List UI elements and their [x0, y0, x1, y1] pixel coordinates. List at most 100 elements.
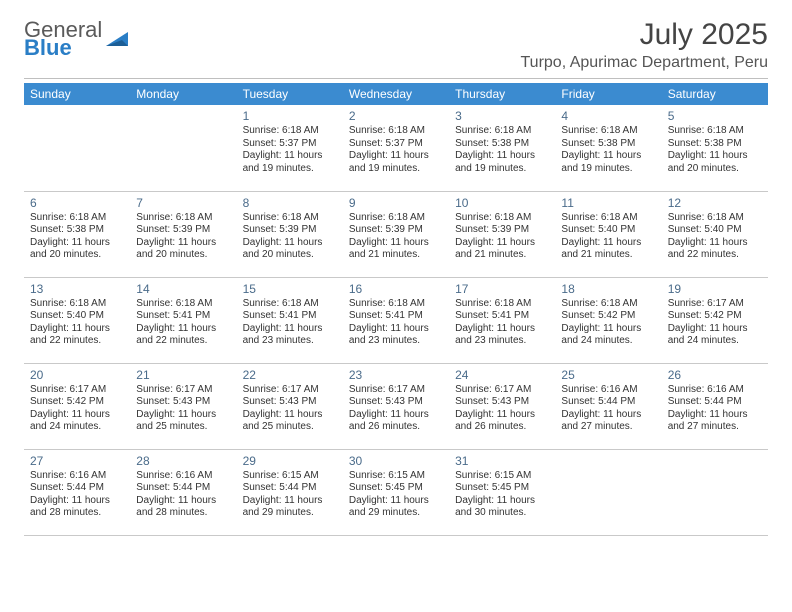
- day-details: Sunrise: 6:16 AMSunset: 5:44 PMDaylight:…: [668, 384, 762, 434]
- day-number: 18: [561, 282, 655, 296]
- day-cell-4: 4Sunrise: 6:18 AMSunset: 5:38 PMDaylight…: [555, 105, 661, 191]
- day-number: 1: [243, 109, 337, 123]
- day-cell-12: 12Sunrise: 6:18 AMSunset: 5:40 PMDayligh…: [662, 191, 768, 277]
- day-number: 19: [668, 282, 762, 296]
- brand-triangle-icon: [106, 30, 132, 53]
- day-number: 29: [243, 454, 337, 468]
- day-cell-22: 22 Sunrise: 6:17 AMSunset: 5:43 PMDayligh…: [237, 363, 343, 449]
- day-cell-2: 2 Sunrise: 6:18 AMSunset: 5:37 PMDaylight…: [343, 105, 449, 191]
- day-cell-21: 21Sunrise: 6:17 AMSunset: 5:43 PMDayligh…: [130, 363, 236, 449]
- day-number: 31: [455, 454, 549, 468]
- weekday-sunday: Sunday: [24, 83, 130, 105]
- empty-cell: [662, 449, 768, 535]
- weekday-row: SundayMondayTuesdayWednesdayThursdayFrid…: [24, 83, 768, 105]
- day-number: 23: [349, 368, 443, 382]
- day-details: Sunrise: 6:18 AMSunset: 5:38 PMDaylight:…: [668, 125, 762, 175]
- day-details: Sunrise: 6:16 AMSunset: 5:44 PMDaylight:…: [561, 384, 655, 434]
- empty-cell: [24, 105, 130, 191]
- day-details: Sunrise: 6:18 AMSunset: 5:41 PMDaylight:…: [455, 298, 549, 348]
- day-number: 20: [30, 368, 124, 382]
- day-cell-26: 26 Sunrise: 6:16 AMSunset: 5:44 PMDayligh…: [662, 363, 768, 449]
- day-number: 17: [455, 282, 549, 296]
- day-number: 2: [349, 109, 443, 123]
- day-details: Sunrise: 6:18 AMSunset: 5:38 PMDaylight:…: [455, 125, 549, 175]
- day-details: Sunrise: 6:18 AMSunset: 5:41 PMDaylight:…: [136, 298, 230, 348]
- calendar-row: 13Sunrise: 6:18 AMSunset: 5:40 PMDayligh…: [24, 277, 768, 363]
- calendar-header: SundayMondayTuesdayWednesdayThursdayFrid…: [24, 83, 768, 105]
- day-details: Sunrise: 6:17 AMSunset: 5:42 PMDaylight:…: [30, 384, 124, 434]
- day-cell-7: 7 Sunrise: 6:18 AMSunset: 5:39 PMDaylight…: [130, 191, 236, 277]
- day-cell-17: 17 Sunrise: 6:18 AMSunset: 5:41 PMDayligh…: [449, 277, 555, 363]
- day-cell-30: 30 Sunrise: 6:15 AMSunset: 5:45 PMDayligh…: [343, 449, 449, 535]
- day-details: Sunrise: 6:18 AMSunset: 5:39 PMDaylight:…: [349, 212, 443, 262]
- day-cell-20: 20 Sunrise: 6:17 AMSunset: 5:42 PMDayligh…: [24, 363, 130, 449]
- header-row: General Blue July 2025 Turpo, Apurimac D…: [24, 18, 768, 72]
- day-number: 12: [668, 196, 762, 210]
- day-number: 3: [455, 109, 549, 123]
- day-cell-6: 6 Sunrise: 6:18 AMSunset: 5:38 PMDaylight…: [24, 191, 130, 277]
- empty-cell: [130, 105, 236, 191]
- day-number: 28: [136, 454, 230, 468]
- day-number: 5: [668, 109, 762, 123]
- day-cell-25: 25 Sunrise: 6:16 AMSunset: 5:44 PMDayligh…: [555, 363, 661, 449]
- day-details: Sunrise: 6:18 AMSunset: 5:40 PMDaylight:…: [30, 298, 124, 348]
- day-number: 21: [136, 368, 230, 382]
- day-details: Sunrise: 6:18 AMSunset: 5:37 PMDaylight:…: [349, 125, 443, 175]
- day-cell-31: 31 Sunrise: 6:15 AMSunset: 5:45 PMDayligh…: [449, 449, 555, 535]
- location-subtitle: Turpo, Apurimac Department, Peru: [520, 54, 768, 72]
- day-cell-16: 16Sunrise: 6:18 AMSunset: 5:41 PMDayligh…: [343, 277, 449, 363]
- day-cell-9: 9 Sunrise: 6:18 AMSunset: 5:39 PMDaylight…: [343, 191, 449, 277]
- day-details: Sunrise: 6:18 AMSunset: 5:38 PMDaylight:…: [30, 212, 124, 262]
- day-details: Sunrise: 6:18 AMSunset: 5:37 PMDaylight:…: [243, 125, 337, 175]
- day-cell-14: 14 Sunrise: 6:18 AMSunset: 5:41 PMDayligh…: [130, 277, 236, 363]
- calendar-row: 27Sunrise: 6:16 AMSunset: 5:44 PMDayligh…: [24, 449, 768, 535]
- day-details: Sunrise: 6:18 AMSunset: 5:41 PMDaylight:…: [349, 298, 443, 348]
- day-details: Sunrise: 6:17 AMSunset: 5:43 PMDaylight:…: [349, 384, 443, 434]
- day-number: 22: [243, 368, 337, 382]
- day-cell-19: 19 Sunrise: 6:17 AMSunset: 5:42 PMDayligh…: [662, 277, 768, 363]
- day-details: Sunrise: 6:18 AMSunset: 5:40 PMDaylight:…: [561, 212, 655, 262]
- brand-line2: Blue: [24, 38, 102, 58]
- day-details: Sunrise: 6:18 AMSunset: 5:42 PMDaylight:…: [561, 298, 655, 348]
- day-details: Sunrise: 6:17 AMSunset: 5:42 PMDaylight:…: [668, 298, 762, 348]
- day-number: 8: [243, 196, 337, 210]
- day-cell-27: 27Sunrise: 6:16 AMSunset: 5:44 PMDayligh…: [24, 449, 130, 535]
- weekday-friday: Friday: [555, 83, 661, 105]
- day-cell-3: 3 Sunrise: 6:18 AMSunset: 5:38 PMDaylight…: [449, 105, 555, 191]
- day-number: 4: [561, 109, 655, 123]
- day-number: 6: [30, 196, 124, 210]
- day-number: 14: [136, 282, 230, 296]
- day-number: 15: [243, 282, 337, 296]
- day-cell-5: 5 Sunrise: 6:18 AMSunset: 5:38 PMDaylight…: [662, 105, 768, 191]
- weekday-thursday: Thursday: [449, 83, 555, 105]
- day-number: 24: [455, 368, 549, 382]
- day-details: Sunrise: 6:16 AMSunset: 5:44 PMDaylight:…: [30, 470, 124, 520]
- brand-text: General Blue: [24, 20, 102, 58]
- day-details: Sunrise: 6:17 AMSunset: 5:43 PMDaylight:…: [243, 384, 337, 434]
- day-number: 11: [561, 196, 655, 210]
- day-number: 30: [349, 454, 443, 468]
- day-details: Sunrise: 6:15 AMSunset: 5:45 PMDaylight:…: [349, 470, 443, 520]
- header-rule: [24, 78, 768, 79]
- weekday-tuesday: Tuesday: [237, 83, 343, 105]
- day-cell-1: 1 Sunrise: 6:18 AMSunset: 5:37 PMDaylight…: [237, 105, 343, 191]
- day-details: Sunrise: 6:15 AMSunset: 5:44 PMDaylight:…: [243, 470, 337, 520]
- day-number: 7: [136, 196, 230, 210]
- day-cell-24: 24Sunrise: 6:17 AMSunset: 5:43 PMDayligh…: [449, 363, 555, 449]
- calendar-row: 20 Sunrise: 6:17 AMSunset: 5:42 PMDayligh…: [24, 363, 768, 449]
- weekday-wednesday: Wednesday: [343, 83, 449, 105]
- day-details: Sunrise: 6:18 AMSunset: 5:39 PMDaylight:…: [136, 212, 230, 262]
- weekday-saturday: Saturday: [662, 83, 768, 105]
- day-cell-29: 29 Sunrise: 6:15 AMSunset: 5:44 PMDayligh…: [237, 449, 343, 535]
- day-cell-15: 15Sunrise: 6:18 AMSunset: 5:41 PMDayligh…: [237, 277, 343, 363]
- empty-cell: [555, 449, 661, 535]
- brand-logo: General Blue: [24, 20, 132, 58]
- calendar-body: 1 Sunrise: 6:18 AMSunset: 5:37 PMDaylight…: [24, 105, 768, 535]
- day-number: 9: [349, 196, 443, 210]
- day-number: 25: [561, 368, 655, 382]
- month-title: July 2025: [520, 18, 768, 52]
- calendar-row: 6 Sunrise: 6:18 AMSunset: 5:38 PMDaylight…: [24, 191, 768, 277]
- day-details: Sunrise: 6:15 AMSunset: 5:45 PMDaylight:…: [455, 470, 549, 520]
- day-number: 26: [668, 368, 762, 382]
- calendar-row: 1 Sunrise: 6:18 AMSunset: 5:37 PMDaylight…: [24, 105, 768, 191]
